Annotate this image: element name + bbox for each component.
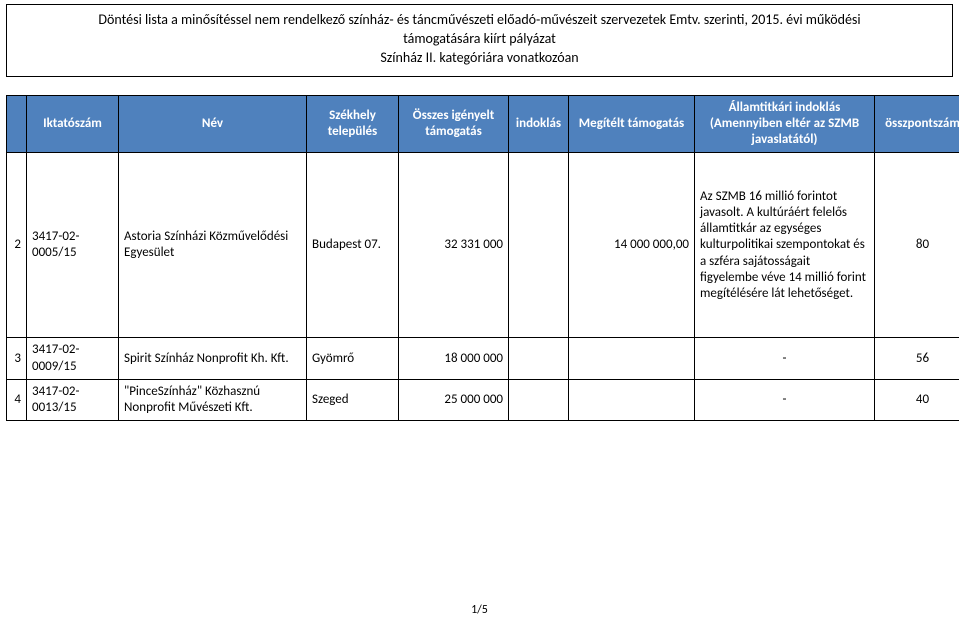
cell-osszes: 18 000 000 — [399, 338, 509, 380]
col-header-megitelt: Megítélt támogatás — [569, 95, 695, 153]
cell-rownum: 4 — [7, 379, 27, 421]
cell-nev: Astoria Színházi Közművelődési Egyesület — [119, 153, 307, 338]
table-row: 3 3417-02-0009/15 Spirit Színház Nonprof… — [7, 338, 959, 380]
table-body: 2 3417-02-0005/15 Astoria Színházi Közmű… — [7, 153, 959, 421]
decision-table: Iktatószám Név Székhely település Összes… — [6, 95, 959, 422]
col-header-nev: Név — [119, 95, 307, 153]
cell-nev: Spirit Színház Nonprofit Kh. Kft. — [119, 338, 307, 380]
table-header-row: Iktatószám Név Székhely település Összes… — [7, 95, 959, 153]
cell-allamtitkari: - — [695, 338, 875, 380]
cell-megitelt — [569, 338, 695, 380]
cell-allamtitkari: Az SZMB 16 millió forintot javasolt. A k… — [695, 153, 875, 338]
cell-osszpontszam: 80 — [875, 153, 959, 338]
col-header-indoklas: indoklás — [509, 95, 569, 153]
page: Döntési lista a minősítéssel nem rendelk… — [0, 4, 959, 625]
col-header-rownum — [7, 95, 27, 153]
table-row: 2 3417-02-0005/15 Astoria Színházi Közmű… — [7, 153, 959, 338]
col-header-osszpontszam: összpontszám — [875, 95, 959, 153]
cell-iktatoszam: 3417-02-0013/15 — [27, 379, 119, 421]
document-title-box: Döntési lista a minősítéssel nem rendelk… — [6, 4, 953, 77]
cell-rownum: 3 — [7, 338, 27, 380]
title-line-3: Színház II. kategóriára vonatkozóan — [380, 49, 578, 66]
col-header-szekhely: Székhely település — [307, 95, 399, 153]
col-header-osszes: Összes igényelt támogatás — [399, 95, 509, 153]
cell-osszes: 25 000 000 — [399, 379, 509, 421]
title-line-2: támogatására kiírt pályázat — [403, 30, 556, 47]
cell-szekhely: Budapest 07. — [307, 153, 399, 338]
col-header-allamtitkari: Államtitkári indoklás (Amennyiben eltér … — [695, 95, 875, 153]
cell-iktatoszam: 3417-02-0009/15 — [27, 338, 119, 380]
cell-iktatoszam: 3417-02-0005/15 — [27, 153, 119, 338]
table-row: 4 3417-02-0013/15 "PinceSzínház" Közhasz… — [7, 379, 959, 421]
cell-indoklas — [509, 379, 569, 421]
cell-nev: "PinceSzínház" Közhasznú Nonprofit Művés… — [119, 379, 307, 421]
cell-osszpontszam: 40 — [875, 379, 959, 421]
cell-szekhely: Szeged — [307, 379, 399, 421]
cell-osszpontszam: 56 — [875, 338, 959, 380]
cell-szekhely: Gyömrő — [307, 338, 399, 380]
cell-indoklas — [509, 153, 569, 338]
title-line-1: Döntési lista a minősítéssel nem rendelk… — [98, 11, 860, 28]
cell-indoklas — [509, 338, 569, 380]
col-header-iktatoszam: Iktatószám — [27, 95, 119, 153]
cell-allamtitkari: - — [695, 379, 875, 421]
cell-rownum: 2 — [7, 153, 27, 338]
cell-megitelt: 14 000 000,00 — [569, 153, 695, 338]
page-footer: 1/5 — [0, 603, 959, 617]
cell-megitelt — [569, 379, 695, 421]
cell-osszes: 32 331 000 — [399, 153, 509, 338]
